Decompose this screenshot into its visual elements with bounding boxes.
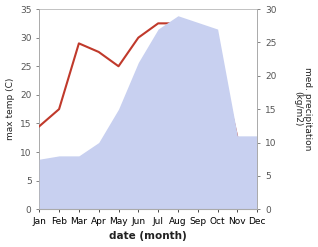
Y-axis label: max temp (C): max temp (C) <box>5 78 15 140</box>
X-axis label: date (month): date (month) <box>109 231 187 242</box>
Y-axis label: med. precipitation
(kg/m2): med. precipitation (kg/m2) <box>293 67 313 151</box>
